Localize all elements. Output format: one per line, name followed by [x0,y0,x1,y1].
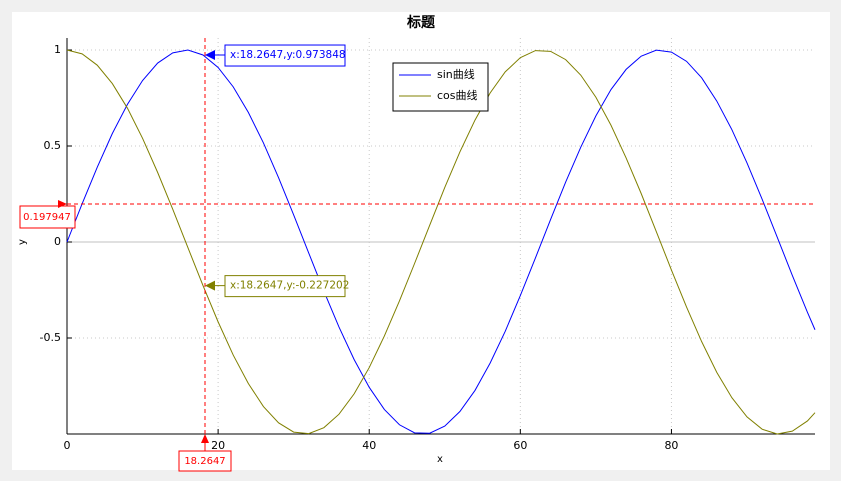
series-line [66,49,816,435]
crosshair-y-label-box [19,205,76,229]
y-tick-label: 0 [54,235,61,248]
x-tick-label: 80 [664,439,678,452]
y-tick-label: 0.5 [44,139,62,152]
annotation-box [224,275,346,298]
crosshair-x-label: 18.2647 [184,456,225,467]
y-axis-label: y [17,239,28,245]
x-tick-label: 60 [513,439,527,452]
x-tick-label: 40 [362,439,376,452]
annotation-arrow [204,280,215,291]
x-tick-label: 20 [211,439,225,452]
crosshair-x-arrow [200,434,209,443]
annotation-text: x:18.2647,y:-0.227202 [230,280,349,292]
crosshair-y-arrow [58,199,67,208]
crosshair-y-label: 0.197947 [23,212,71,223]
x-axis-label: x [437,454,443,465]
legend-box [392,62,489,112]
legend-label: cos曲线 [437,88,478,102]
annotation-arrow [204,50,215,61]
chart-title: 标题 [406,14,436,31]
legend-label: sin曲线 [437,67,475,81]
y-tick-label: -0.5 [40,331,61,344]
annotation-box [224,44,346,67]
series-line [66,49,816,434]
annotation-text: x:18.2647,y:0.973848 [230,49,346,61]
x-tick-label: 0 [64,439,71,452]
y-tick-label: 1 [54,43,61,56]
